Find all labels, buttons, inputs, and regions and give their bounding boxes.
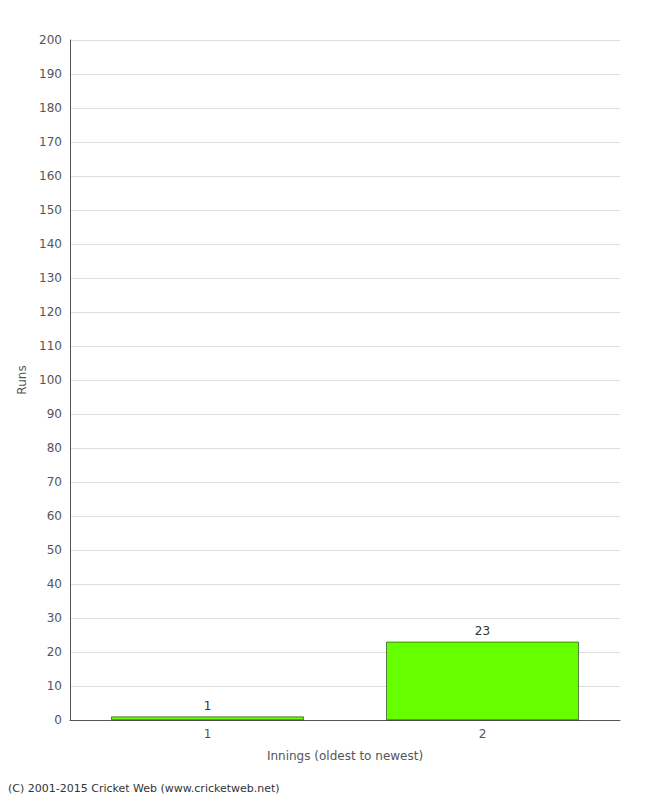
- svg-text:2: 2: [479, 727, 487, 741]
- svg-text:50: 50: [47, 543, 62, 557]
- svg-text:60: 60: [47, 509, 62, 523]
- svg-text:40: 40: [47, 577, 62, 591]
- svg-text:(C) 2001-2015 Cricket Web (www: (C) 2001-2015 Cricket Web (www.cricketwe…: [8, 782, 280, 795]
- svg-text:20: 20: [47, 645, 62, 659]
- svg-text:Runs: Runs: [15, 365, 29, 394]
- svg-text:1: 1: [204, 727, 212, 741]
- svg-text:23: 23: [475, 624, 490, 638]
- svg-text:130: 130: [39, 271, 62, 285]
- svg-text:90: 90: [47, 407, 62, 421]
- svg-text:1: 1: [204, 699, 212, 713]
- svg-text:70: 70: [47, 475, 62, 489]
- svg-text:30: 30: [47, 611, 62, 625]
- svg-text:190: 190: [39, 67, 62, 81]
- svg-text:Innings (oldest to newest): Innings (oldest to newest): [267, 749, 423, 763]
- svg-text:180: 180: [39, 101, 62, 115]
- svg-text:170: 170: [39, 135, 62, 149]
- svg-text:140: 140: [39, 237, 62, 251]
- svg-text:10: 10: [47, 679, 62, 693]
- svg-text:0: 0: [54, 713, 62, 727]
- svg-text:110: 110: [39, 339, 62, 353]
- svg-text:120: 120: [39, 305, 62, 319]
- svg-text:150: 150: [39, 203, 62, 217]
- svg-text:160: 160: [39, 169, 62, 183]
- svg-text:80: 80: [47, 441, 62, 455]
- svg-text:200: 200: [39, 33, 62, 47]
- svg-text:100: 100: [39, 373, 62, 387]
